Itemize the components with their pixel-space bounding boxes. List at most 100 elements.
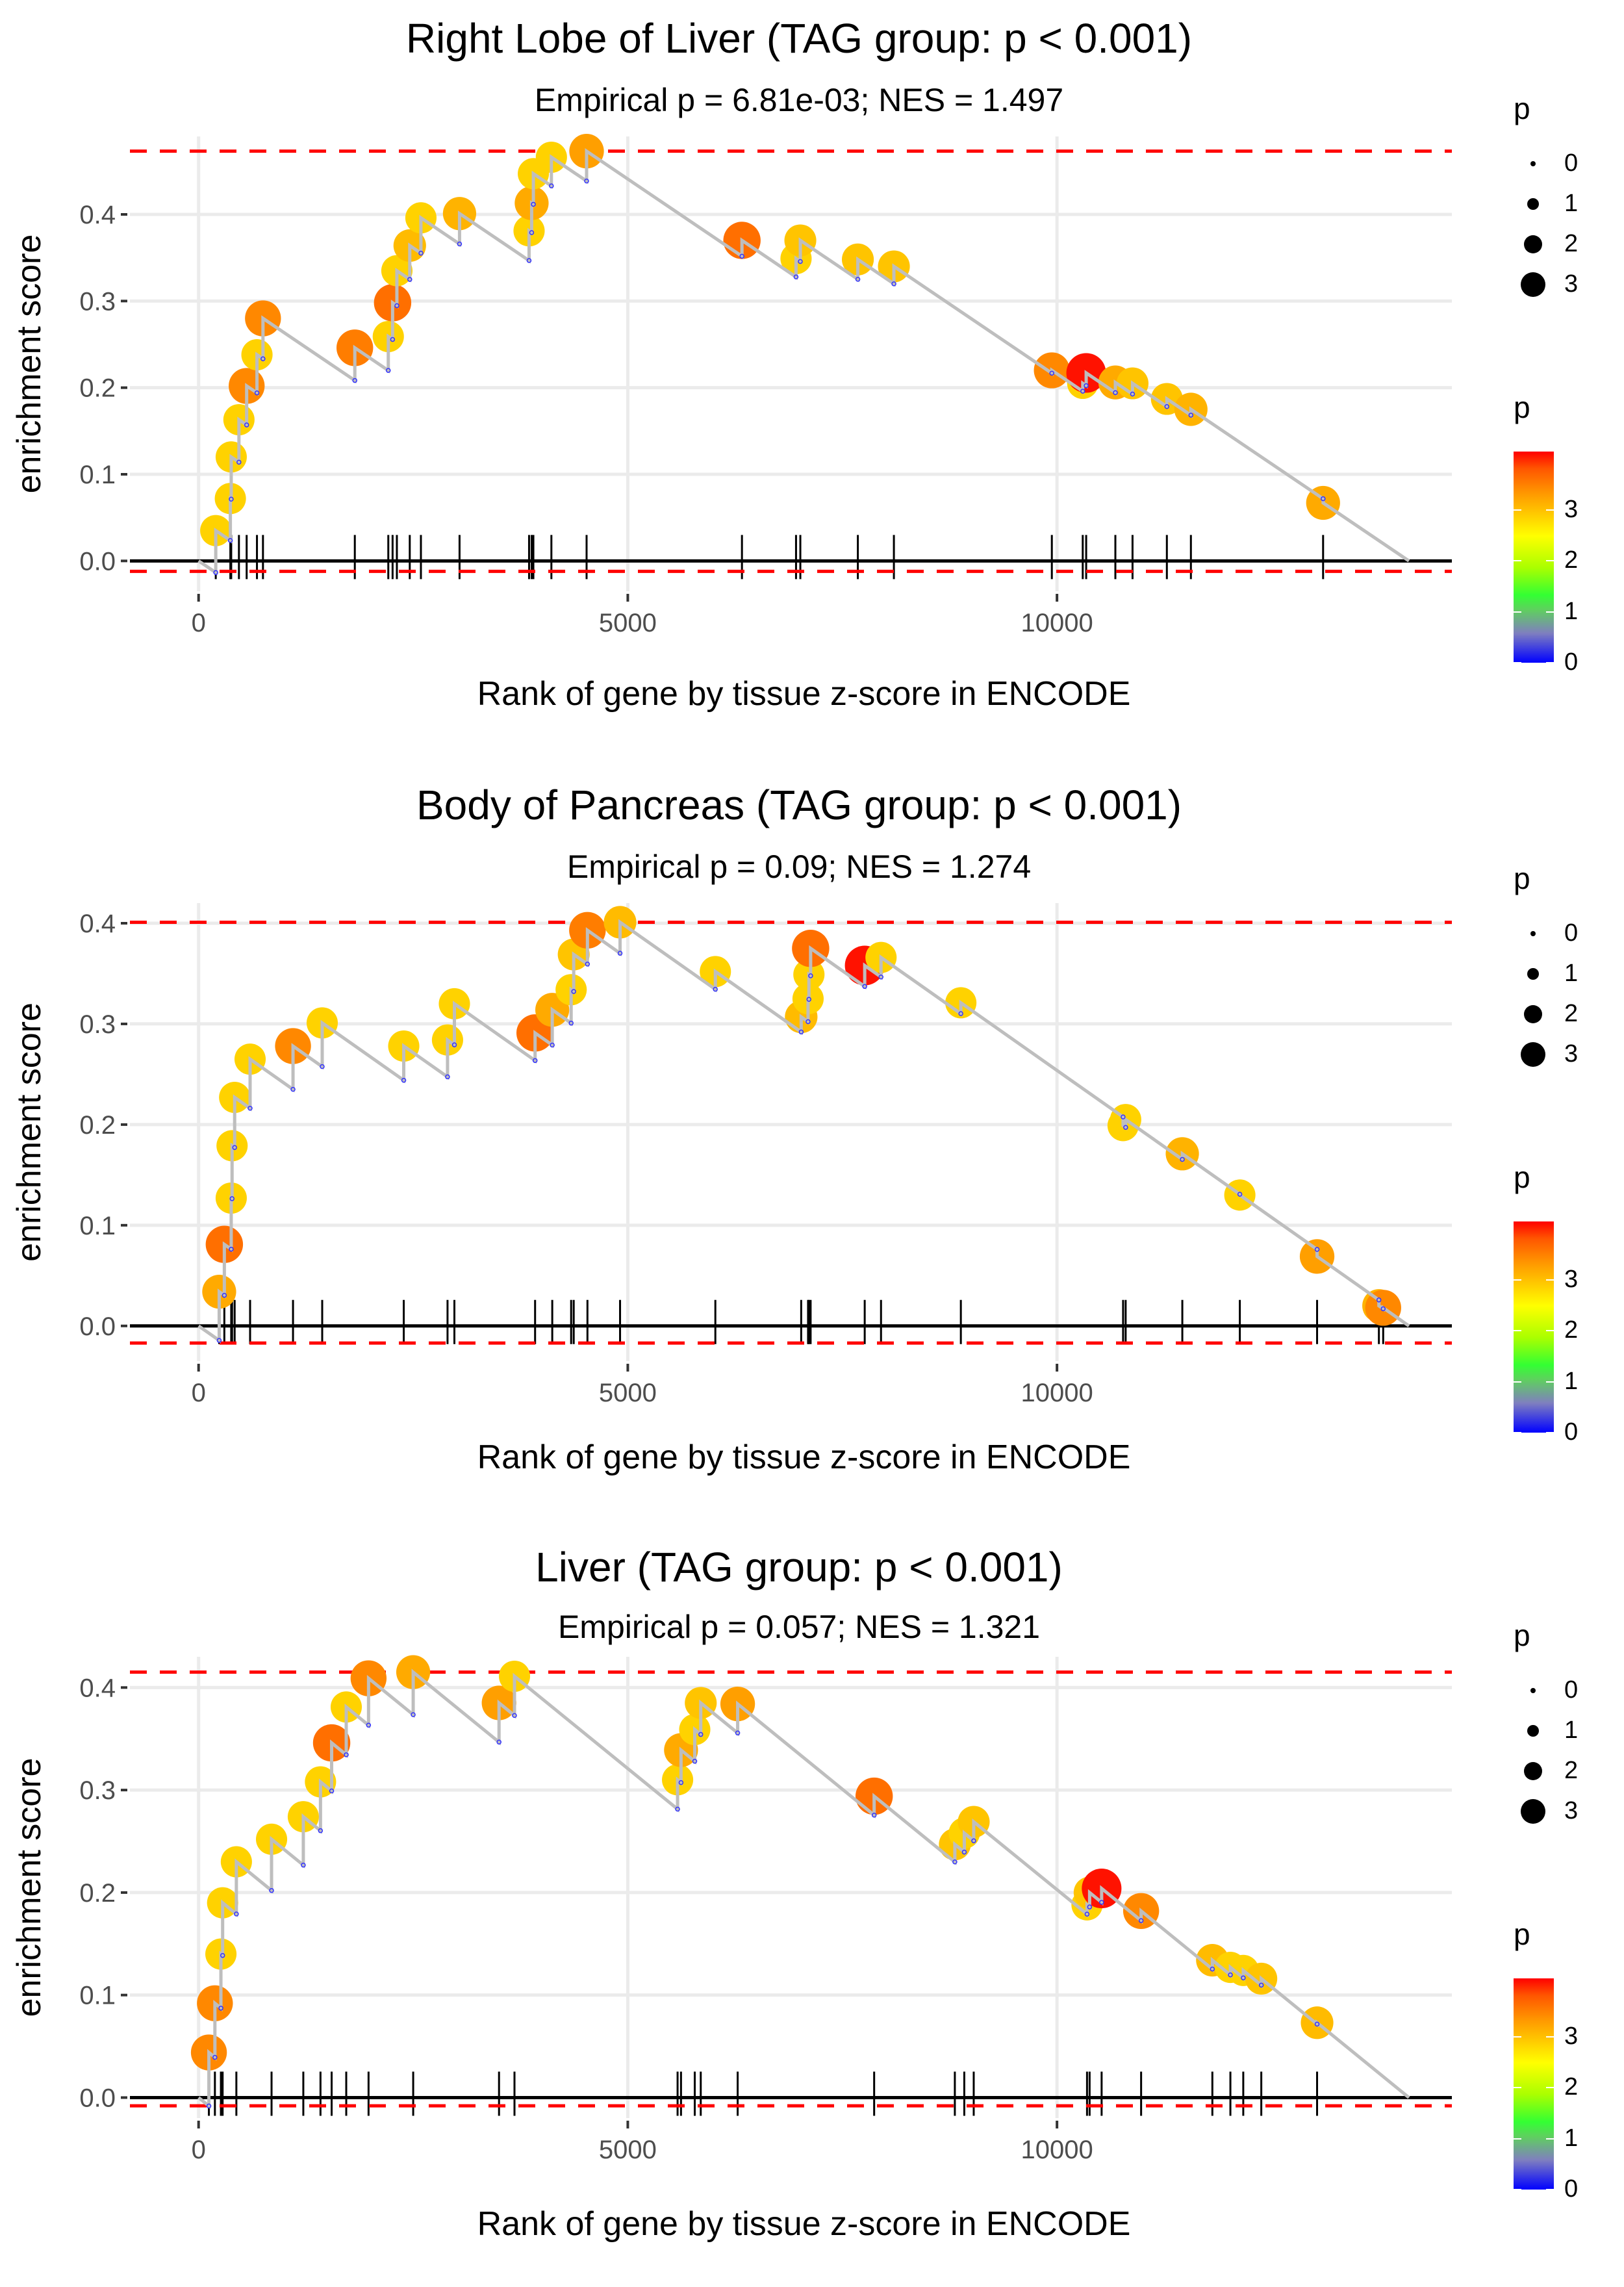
colorbar-tick (1546, 611, 1554, 613)
y-tick-label: 0.3 (79, 287, 116, 316)
valley-marker (269, 1887, 274, 1893)
size-legend-label: 1 (1564, 190, 1579, 217)
valley-marker (1314, 1247, 1320, 1252)
valley-marker (531, 201, 536, 207)
valley-marker (1380, 1306, 1386, 1312)
color-legend-title: p (1514, 1917, 1530, 1951)
y-axis-title: enrichment score (10, 1003, 48, 1262)
x-tick-label: 0 (192, 1379, 206, 1407)
size-legend-title: p (1514, 92, 1530, 125)
colorbar-tick (1514, 1330, 1521, 1332)
valley-marker (1121, 1114, 1126, 1119)
y-tick-label: 0.2 (79, 374, 116, 403)
valley-marker (568, 1020, 574, 1026)
size-legend-dot (1527, 968, 1539, 980)
valley-marker (1138, 1918, 1144, 1923)
size-legend-label: 2 (1564, 230, 1579, 257)
valley-marker (739, 253, 744, 259)
y-tick-label: 0.0 (79, 1312, 116, 1341)
valley-marker (871, 1812, 877, 1818)
chart-subtitle: Empirical p = 0.09; NES = 1.274 (566, 849, 1032, 885)
valley-marker (451, 1042, 457, 1047)
valley-marker (532, 1058, 538, 1064)
colorbar-tick (1514, 2036, 1521, 2038)
colorbar-tick (1546, 2138, 1554, 2140)
valley-marker (1084, 383, 1089, 389)
valley-marker (1314, 2021, 1320, 2027)
valley-marker (1130, 391, 1136, 397)
valley-marker (1188, 413, 1194, 418)
colorbar-tick (1514, 611, 1521, 613)
y-tick-label: 0.1 (79, 1212, 116, 1240)
valley-marker (1164, 403, 1170, 409)
valley-marker (808, 973, 813, 978)
size-legend-label: 1 (1564, 960, 1579, 987)
valley-marker (229, 496, 234, 502)
valley-marker (526, 258, 532, 263)
y-tick-label: 0.4 (79, 201, 116, 229)
valley-marker (952, 1859, 958, 1865)
colorbar-tick (1546, 1381, 1554, 1383)
x-tick-label: 10000 (1021, 1379, 1093, 1407)
x-tick-label: 5000 (599, 1379, 657, 1407)
colorbar-tick (1546, 2189, 1554, 2190)
valley-marker (1113, 390, 1118, 396)
valley-marker (244, 422, 249, 428)
valley-marker (798, 1029, 804, 1035)
color-legend-title: p (1514, 1160, 1530, 1194)
y-tick-label: 0.4 (79, 910, 116, 938)
y-tick-label: 0.2 (79, 1879, 116, 1908)
colorbar-label: 2 (1564, 1316, 1579, 1344)
size-legend-dot (1521, 272, 1545, 297)
size-legend-label: 0 (1564, 149, 1579, 177)
valley-marker (549, 183, 554, 188)
valley-marker (320, 1064, 325, 1069)
enrichment-plot: 0.0 0.1 0.2 0.3 0.4 0 5000 10000 Rank of gene by… (10, 1655, 1452, 2243)
valley-marker (352, 377, 357, 383)
panel-body-of-pancreas: Body of Pancreas (TAG group: p < 0.001) … (0, 763, 1624, 1524)
valley-marker (290, 1086, 296, 1092)
size-legend-dot (1521, 1042, 1545, 1067)
valley-marker (1080, 389, 1085, 394)
size-legend-dot (1521, 1799, 1545, 1824)
colorbar-label: 3 (1564, 496, 1579, 524)
enrichment-plot: 0.0 0.1 0.2 0.3 0.4 0 5000 10000 Rank of gene by… (10, 134, 1452, 713)
size-legend-dot (1530, 1688, 1536, 1693)
valley-marker (806, 997, 811, 1002)
valley-marker (401, 1077, 407, 1083)
x-axis-title: Rank of gene by tissue z-score in ENCODE (477, 675, 1131, 713)
y-tick-label: 0.4 (79, 1674, 116, 1702)
valley-marker (394, 303, 400, 309)
x-axis-title: Rank of gene by tissue z-score in ENCODE (477, 2205, 1131, 2243)
y-tick-label: 0.0 (79, 547, 116, 576)
colorbar-tick (1546, 1330, 1554, 1332)
x-tick-label: 0 (192, 609, 206, 637)
size-legend-dot (1527, 198, 1539, 210)
colorbar-label: 2 (1564, 546, 1579, 574)
valley-marker (229, 1196, 235, 1201)
valley-marker (798, 259, 803, 264)
valley-marker (1087, 1904, 1093, 1910)
valley-marker (386, 368, 391, 373)
valley-marker (496, 1739, 501, 1745)
valley-marker (366, 1722, 372, 1728)
colorbar-label: 3 (1564, 1266, 1579, 1294)
valley-marker (227, 538, 233, 543)
y-axis-title: enrichment score (10, 235, 48, 494)
valley-marker (1099, 1900, 1104, 1905)
colorbar-tick (1546, 1279, 1554, 1281)
valley-marker (713, 986, 718, 992)
size-legend-title: p (1514, 862, 1530, 895)
valley-marker (571, 989, 576, 994)
valley-marker (260, 356, 266, 362)
colorbar-tick (1546, 560, 1554, 562)
valley-marker (1258, 1982, 1264, 1988)
valley-marker (229, 1246, 234, 1252)
size-legend-dot (1524, 1762, 1542, 1780)
colorbar-tick (1546, 509, 1554, 511)
valley-marker (1180, 1156, 1185, 1162)
valley-marker (445, 1074, 450, 1080)
colorbar-tick (1514, 2189, 1521, 2190)
colorbar-tick (1514, 1432, 1521, 1433)
colorbar (1514, 452, 1554, 663)
